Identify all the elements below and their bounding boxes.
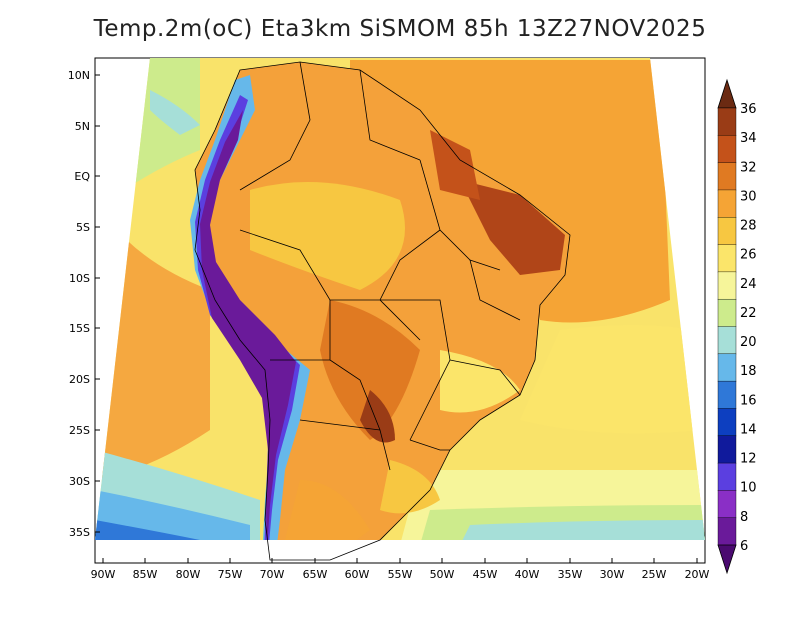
- colorbar-segment: [717, 107, 737, 136]
- colorbar-label: 30: [740, 189, 757, 204]
- colorbar-label: 34: [740, 131, 757, 146]
- northeast-hot: [460, 180, 565, 275]
- colorbar-segment: [717, 189, 737, 218]
- lat-tick-label: 15S: [69, 322, 90, 335]
- colorbar-segment: [717, 462, 737, 491]
- colorbar-segment: [717, 353, 737, 382]
- colorbar-min-triangle: [717, 544, 737, 575]
- lat-tick-label: 10N: [68, 69, 90, 82]
- pacific-north-cold: [150, 90, 200, 135]
- chaco-hot: [360, 390, 395, 443]
- lat-tick-label: 5S: [76, 221, 90, 234]
- lon-tick-label: 20W: [685, 568, 710, 581]
- andes-coldest: [200, 110, 296, 540]
- lon-tick-label: 30W: [600, 568, 625, 581]
- lat-tick-label: 25S: [69, 424, 90, 437]
- map-title: Temp.2m(oC) Eta3km SiSMOM 85h 13Z27NOV20…: [93, 16, 707, 42]
- south-mild: [380, 460, 440, 514]
- colorbar-segment: [717, 517, 737, 546]
- colorbar-segment: [717, 217, 737, 246]
- colorbar-segment: [717, 162, 737, 191]
- colorbar-segments: [717, 107, 737, 546]
- lon-tick-label: 55W: [388, 568, 413, 581]
- lon-tick-label: 70W: [260, 568, 285, 581]
- lon-tick-label: 25W: [642, 568, 667, 581]
- lat-tick-label: 30S: [69, 475, 90, 488]
- longitude-axis: 90W 85W 80W 75W 70W 65W 60W 55W 50W 45W …: [91, 558, 710, 581]
- colorbar-label: 18: [740, 364, 757, 379]
- lon-tick-label: 40W: [515, 568, 540, 581]
- colorbar-label: 6: [740, 539, 748, 554]
- lat-tick-label: EQ: [74, 170, 90, 183]
- colorbar-label: 26: [740, 248, 757, 263]
- lat-tick-label: 20S: [69, 373, 90, 386]
- colorbar-segment: [717, 380, 737, 409]
- colorbar-label: 8: [740, 510, 748, 525]
- lon-tick-label: 35W: [558, 568, 583, 581]
- colorbar-segment: [717, 298, 737, 327]
- lon-tick-label: 65W: [303, 568, 328, 581]
- colorbar-segment: [717, 435, 737, 464]
- colorbar-label: 32: [740, 160, 757, 175]
- colorbar-segment: [717, 271, 737, 300]
- lat-tick-label: 35S: [69, 526, 90, 539]
- colorbar-labels: 36 34 32 30 28 26 24 22 20 18 16 14 12 10 8 6: [740, 102, 757, 554]
- colorbar-label: 12: [740, 452, 757, 467]
- lon-tick-label: 85W: [133, 568, 158, 581]
- lat-tick-label: 5N: [75, 120, 90, 133]
- lat-tick-label: 10S: [69, 272, 90, 285]
- lon-tick-label: 60W: [345, 568, 370, 581]
- country-borders: [194, 61, 571, 561]
- lon-tick-label: 50W: [430, 568, 455, 581]
- colorbar-label: 14: [740, 422, 757, 437]
- colorbar-max-triangle: [717, 78, 737, 109]
- latitude-axis: 10N 5N EQ 5S 10S 15S 20S 25S 30S 35S: [68, 69, 100, 539]
- colorbar-label: 16: [740, 393, 757, 408]
- southeast-mild: [440, 350, 520, 413]
- central-hot: [320, 300, 420, 440]
- pacific-south-coldest: [95, 520, 200, 540]
- colorbar-segment: [717, 490, 737, 519]
- colorbar-label: 24: [740, 277, 757, 292]
- lon-tick-label: 80W: [176, 568, 201, 581]
- north-hot: [430, 130, 480, 200]
- colorbar-segment: [717, 244, 737, 273]
- argentina-mid: [280, 480, 370, 540]
- colorbar-label: 22: [740, 306, 757, 321]
- amazon-region: [250, 182, 405, 290]
- field-layer: [95, 58, 705, 540]
- colorbar-label: 28: [740, 219, 757, 234]
- lon-tick-label: 75W: [218, 568, 243, 581]
- colorbar-label: 36: [740, 102, 757, 117]
- lon-tick-label: 90W: [91, 568, 116, 581]
- atlantic-mid: [520, 325, 700, 434]
- colorbar-label: 20: [740, 335, 757, 350]
- colorbar-segment: [717, 135, 737, 164]
- lon-tick-label: 45W: [473, 568, 498, 581]
- colorbar-label: 10: [740, 481, 757, 496]
- atlantic-south-colder: [460, 520, 705, 540]
- colorbar-segment: [717, 326, 737, 355]
- colorbar: 36 34 32 30 28 26 24 22 20 18 16 14 12 10 8 6: [717, 78, 757, 575]
- colorbar-segment: [717, 408, 737, 437]
